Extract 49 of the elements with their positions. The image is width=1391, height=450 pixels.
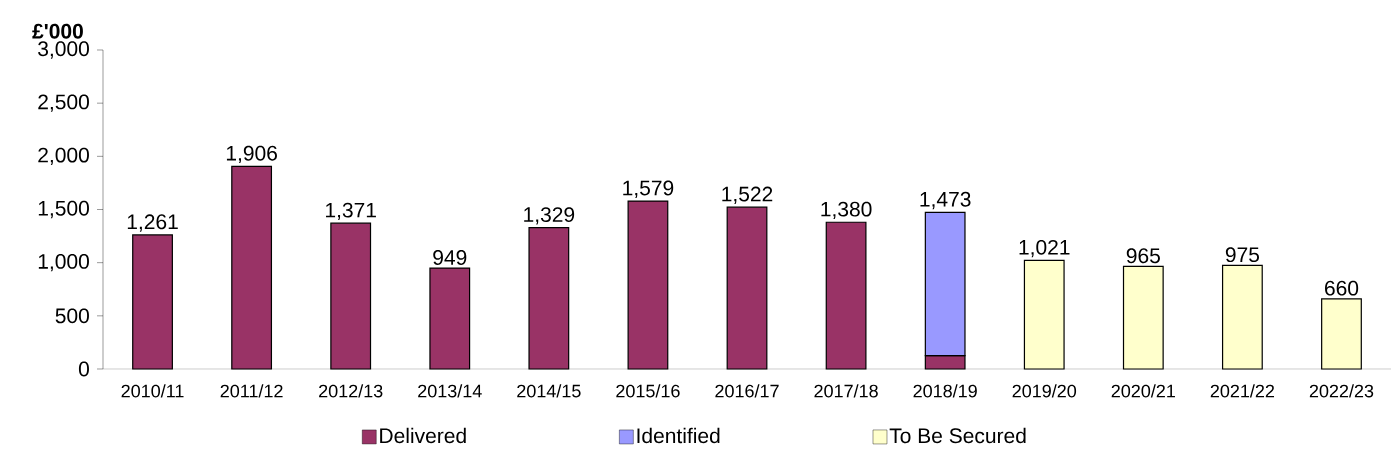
x-tick-label: 2010/11 bbox=[121, 384, 184, 398]
legend-label: Identified bbox=[637, 427, 720, 444]
y-tick-label: 1,500 bbox=[38, 200, 89, 219]
y-tick-label: 2,000 bbox=[38, 147, 89, 165]
x-tick-label: 2020/21 bbox=[1111, 384, 1175, 398]
legend-label: Delivered bbox=[380, 427, 466, 444]
bar bbox=[528, 227, 570, 370]
y-tick-label: 2,500 bbox=[38, 94, 89, 112]
total-label: 1,371 bbox=[326, 202, 376, 221]
bar bbox=[1321, 298, 1362, 370]
x-tick-label: 2019/20 bbox=[1012, 384, 1077, 398]
x-tick-label: 2013/14 bbox=[418, 384, 482, 398]
y-tick-label: 1,000 bbox=[38, 253, 89, 272]
total-label: 965 bbox=[1126, 248, 1160, 264]
total-label: 1,021 bbox=[1019, 239, 1070, 258]
total-label: 1,473 bbox=[920, 191, 971, 210]
bar bbox=[726, 206, 768, 370]
total-label: 1,380 bbox=[821, 201, 872, 220]
bar bbox=[1221, 264, 1263, 370]
x-tick-label: 2017/18 bbox=[814, 384, 878, 398]
bar bbox=[1023, 259, 1065, 370]
total-label: 949 bbox=[433, 250, 467, 265]
y-tick-label: 3,000 bbox=[38, 41, 89, 59]
x-tick-label: 2016/17 bbox=[715, 384, 779, 398]
y-tick-label: 500 bbox=[55, 308, 89, 324]
x-tick-label: 2011/12 bbox=[220, 384, 283, 398]
x-tick-label: 2014/15 bbox=[517, 384, 581, 398]
x-tick-label: 2015/16 bbox=[616, 384, 680, 398]
bar bbox=[231, 165, 273, 370]
x-tick-label: 2022/23 bbox=[1309, 384, 1374, 398]
total-label: 660 bbox=[1325, 280, 1359, 296]
total-label: 1,261 bbox=[127, 214, 178, 232]
y-tick-label: 0 bbox=[78, 361, 89, 377]
x-tick-label: 2018/19 bbox=[913, 384, 977, 398]
legend-label: To Be Secured bbox=[889, 427, 1026, 444]
bar bbox=[627, 200, 669, 370]
x-tick-label: 2012/13 bbox=[319, 384, 383, 398]
total-label: 975 bbox=[1225, 247, 1260, 263]
bar bbox=[1122, 265, 1164, 370]
y-axis-title: £'000 bbox=[32, 23, 83, 39]
x-tick-label: 2021/22 bbox=[1210, 384, 1275, 398]
bar bbox=[825, 221, 867, 370]
total-label: 1,522 bbox=[722, 186, 773, 204]
total-label: 1,329 bbox=[524, 207, 575, 225]
total-label: 1,579 bbox=[623, 180, 674, 198]
bar bbox=[132, 234, 173, 370]
bar bbox=[330, 222, 372, 370]
bar bbox=[429, 267, 471, 370]
total-label: 1,906 bbox=[226, 145, 277, 164]
